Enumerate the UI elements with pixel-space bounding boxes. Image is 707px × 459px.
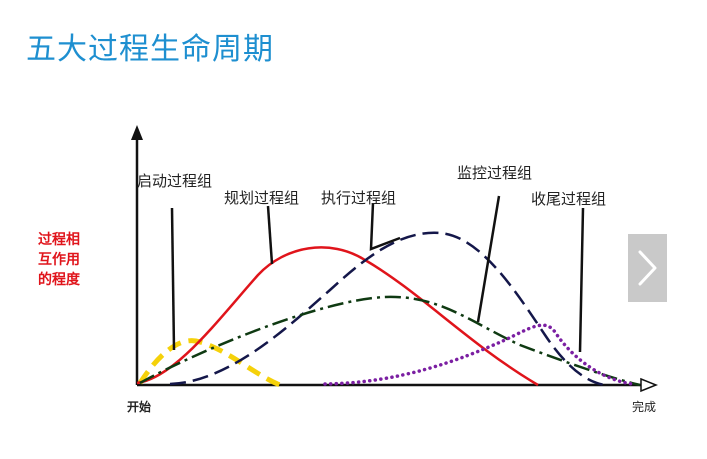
label-initiating: 启动过程组 xyxy=(137,172,213,190)
chevron-right-icon xyxy=(638,250,657,286)
x-end-label: 完成 xyxy=(632,400,657,414)
label-pointers xyxy=(170,195,585,353)
pointer-monitoring xyxy=(476,195,501,323)
next-slide-button[interactable] xyxy=(628,234,667,302)
label-planning: 规划过程组 xyxy=(224,189,300,207)
label-executing: 执行过程组 xyxy=(321,189,397,207)
x-start-label: 开始 xyxy=(127,400,152,414)
y-axis-label: 过程相 互作用 的程度 xyxy=(38,230,80,290)
y-axis-label-line: 过程相 xyxy=(38,232,80,248)
label-closing: 收尾过程组 xyxy=(531,190,607,208)
y-axis-arrow xyxy=(131,125,143,140)
pointer-closing xyxy=(578,207,585,353)
y-axis-label-line: 的程度 xyxy=(38,272,80,288)
label-monitoring: 监控过程组 xyxy=(457,164,533,182)
curve-closing xyxy=(323,323,634,386)
y-axis-label-line: 互作用 xyxy=(38,252,80,268)
page-title: 五大过程生命周期 xyxy=(26,32,274,67)
pointer-planning xyxy=(266,205,274,265)
pointer-executing xyxy=(369,202,401,251)
axes xyxy=(131,125,659,393)
pointer-initiating xyxy=(170,207,176,351)
curve-executing xyxy=(169,231,606,387)
curve-monitoring xyxy=(139,295,641,387)
x-axis-arrow xyxy=(640,377,659,393)
curve-planning xyxy=(136,246,539,387)
